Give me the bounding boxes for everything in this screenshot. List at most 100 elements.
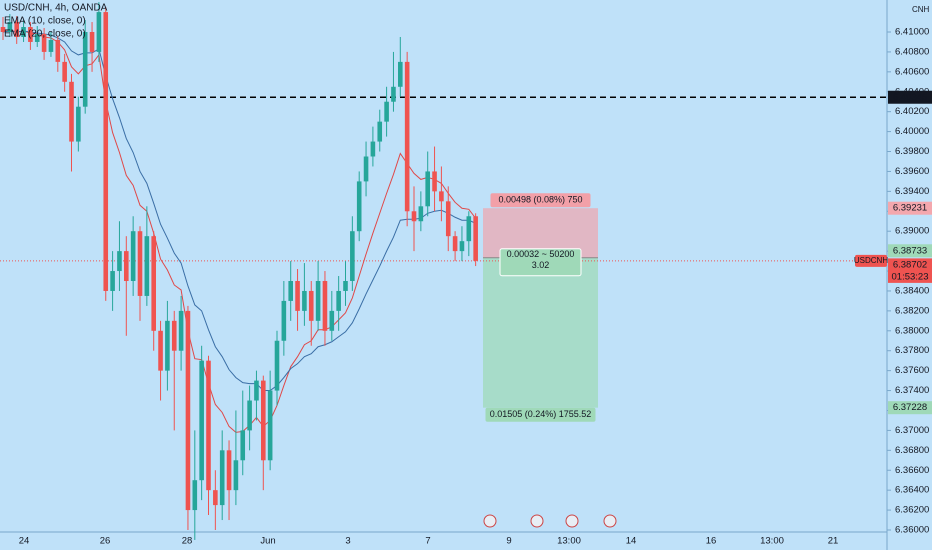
ema-line (2, 30, 476, 392)
candle-body (473, 216, 478, 261)
y-tick-label: 6.38400 (895, 285, 929, 296)
stop-label: 6.39231 (893, 203, 927, 214)
candle-body (34, 33, 40, 42)
candle-body (350, 231, 355, 281)
candle-body (308, 290, 314, 321)
position-label-bg (499, 248, 582, 277)
countdown: 01:53:23 (892, 271, 929, 282)
candle-body (28, 27, 33, 42)
position-label: 0.00498 (0.08%) 750 (498, 195, 582, 205)
y-tick-label: 6.39800 (895, 146, 929, 157)
candle-body (439, 191, 444, 202)
symbol-tag-bg (855, 254, 887, 267)
x-tick-label: 3 (345, 536, 350, 547)
y-tick-label: 6.40000 (895, 126, 929, 137)
candle-body (171, 320, 177, 351)
candle-body (356, 181, 362, 232)
candle-body (165, 320, 170, 371)
candle-body (96, 12, 102, 52)
candle-body (281, 300, 287, 341)
candle-body (411, 211, 417, 222)
y-tick-label: 6.37400 (895, 385, 929, 396)
y-tick-label: 6.41000 (895, 27, 929, 38)
y-tick-label: 6.39000 (895, 226, 929, 237)
stop-label-bg (888, 201, 932, 215)
candle-body (178, 310, 184, 351)
candle-body (445, 201, 451, 237)
candle-body (213, 490, 218, 506)
candle-body (452, 236, 458, 252)
x-tick-label: 14 (626, 536, 637, 547)
candle-body (336, 290, 341, 311)
candle-body (103, 12, 109, 291)
currency-label: CNH (912, 5, 930, 14)
entry-label-bg (888, 244, 932, 258)
position-label: 3.02 (532, 260, 550, 270)
last-price-label: 6.38702 (893, 259, 927, 270)
entry-label: 6.38733 (893, 245, 927, 256)
candle-body (315, 281, 321, 321)
candle-body (62, 61, 67, 82)
candle-body (185, 310, 191, 511)
last-price-label-bg (888, 258, 932, 272)
x-tick-label: 24 (19, 536, 30, 547)
candle-body (226, 450, 232, 491)
candle-body (459, 241, 465, 252)
event-icons (483, 514, 617, 528)
time-axis-panel (0, 532, 887, 550)
candle-body (158, 330, 163, 371)
candle-body (55, 39, 61, 62)
x-tick-label: 21 (828, 536, 839, 547)
hline-label: 6.40345 (893, 92, 927, 103)
candle-body (384, 101, 389, 122)
candle-body (41, 33, 47, 52)
y-tick-label: 6.40800 (895, 46, 929, 57)
candle-body (151, 236, 156, 331)
candle-body (192, 480, 198, 511)
candle-body (233, 460, 239, 491)
candle-body (110, 271, 115, 291)
candle-body (267, 390, 273, 461)
x-tick-label: 28 (182, 536, 193, 547)
x-tick-label: 9 (506, 536, 511, 547)
candle-body (48, 39, 54, 52)
candle-body (69, 81, 74, 142)
x-tick-label: 16 (706, 536, 717, 547)
y-tick-label: 6.37600 (895, 365, 929, 376)
candle-body (254, 380, 259, 401)
candle-body (288, 281, 293, 301)
x-tick-label: Jun (260, 536, 275, 547)
y-tick-label: 6.40600 (895, 66, 929, 77)
x-tick-label: 7 (425, 536, 430, 547)
candle-body (124, 251, 129, 281)
position-label-bg (490, 193, 591, 208)
symbol-tag: USDCNH (854, 256, 888, 265)
candle-body (7, 22, 13, 32)
candle-body (89, 32, 95, 52)
candle-body (295, 281, 300, 311)
y-tick-label: 6.36000 (895, 525, 929, 536)
y-tick-label: 6.37800 (895, 345, 929, 356)
candle-body (240, 430, 246, 461)
candle-body (466, 216, 472, 242)
candle-body (117, 251, 122, 272)
candle-body (391, 86, 396, 102)
legend-ema20: EMA (20, close, 0) (4, 29, 86, 40)
candle-body (418, 206, 424, 222)
candle-body (404, 61, 410, 212)
ema-line (2, 29, 477, 433)
candle-body (274, 340, 280, 391)
y-tick-label: 6.36600 (895, 465, 929, 476)
candle-body (206, 360, 211, 491)
y-tick-label: 6.37000 (895, 425, 929, 436)
x-tick-label: 13:00 (557, 536, 581, 547)
y-tick-label: 6.38200 (895, 305, 929, 316)
target-zone (483, 257, 598, 408)
x-tick-label: 13:00 (760, 536, 784, 547)
candle-body (219, 450, 225, 506)
y-tick-label: 6.36400 (895, 485, 929, 496)
target-label: 6.37228 (893, 402, 927, 413)
candle-body (247, 400, 252, 431)
y-tick-label: 6.39400 (895, 186, 929, 197)
